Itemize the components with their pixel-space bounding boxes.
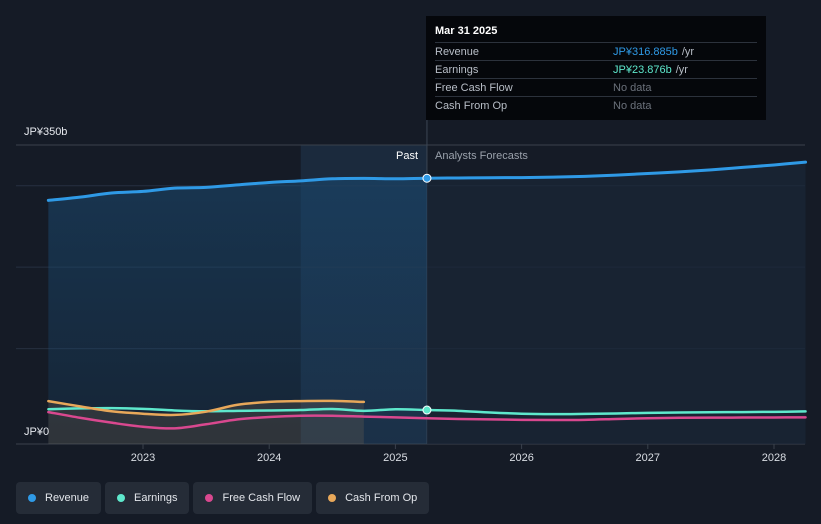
tooltip-row-name: Cash From Op <box>435 99 508 112</box>
past-region-label: Past <box>396 150 419 162</box>
legend-item-earnings[interactable]: Earnings <box>105 482 190 514</box>
tooltip-date: Mar 31 2025 <box>435 25 498 37</box>
legend-item-cash-from-op[interactable]: Cash From Op <box>316 482 430 514</box>
chart-legend: Revenue Earnings Free Cash Flow Cash Fro… <box>16 482 430 514</box>
legend-dot-icon <box>28 494 36 502</box>
legend-item-free-cash-flow[interactable]: Free Cash Flow <box>193 482 313 514</box>
legend-label: Revenue <box>45 492 90 504</box>
revenue-marker <box>422 173 432 183</box>
y-axis-bottom-label: JP¥0 <box>24 426 50 438</box>
x-tick-label: 2026 <box>509 452 533 464</box>
tooltip-row-cash-from-op: Cash From Op No data <box>435 96 757 114</box>
legend-dot-icon <box>117 494 126 502</box>
legend-item-revenue[interactable]: Revenue <box>16 482 102 514</box>
tooltip-row-name: Earnings <box>435 63 479 76</box>
tooltip-row-free-cash-flow: Free Cash Flow No data <box>435 78 757 96</box>
tooltip-row-revenue: Revenue JP¥316.885b /yr <box>435 42 757 60</box>
tooltip-row-name: Revenue <box>435 45 480 58</box>
tooltip-row-value: JP¥316.885b <box>613 45 678 58</box>
tooltip-row-name: Free Cash Flow <box>435 81 513 94</box>
x-tick-label: 2028 <box>762 452 786 464</box>
revenue-area <box>48 178 427 445</box>
x-tick-label: 2023 <box>131 452 155 464</box>
legend-label: Free Cash Flow <box>222 492 301 504</box>
tooltip-row-earnings: Earnings JP¥23.876b /yr <box>435 60 757 78</box>
legend-label: Cash From Op <box>345 492 418 504</box>
x-tick-label: 2024 <box>257 452 281 464</box>
revenue-forecast-area <box>426 162 806 444</box>
earnings-marker <box>422 405 432 415</box>
tooltip-row-value: No data <box>613 99 652 112</box>
y-axis-top-label: JP¥350b <box>24 126 68 138</box>
tooltip-row-value: No data <box>613 81 652 94</box>
tooltip-row-unit: /yr <box>675 63 688 76</box>
legend-dot-icon <box>328 494 337 502</box>
cash-from-op-area <box>48 400 364 444</box>
forecast-region-label: Analysts Forecasts <box>435 150 528 162</box>
free-cash-flow-line <box>47 410 807 430</box>
x-tick-label: 2025 <box>383 452 407 464</box>
cash-from-op-line <box>47 399 366 417</box>
x-tick-label: 2027 <box>636 452 660 464</box>
legend-dot-icon <box>205 494 214 502</box>
tooltip-row-value: JP¥23.876b <box>613 63 672 76</box>
data-tooltip: Mar 31 2025 Revenue JP¥316.885b /yr Earn… <box>426 16 766 120</box>
legend-label: Earnings <box>134 492 178 504</box>
tooltip-row-unit: /yr <box>681 45 695 58</box>
